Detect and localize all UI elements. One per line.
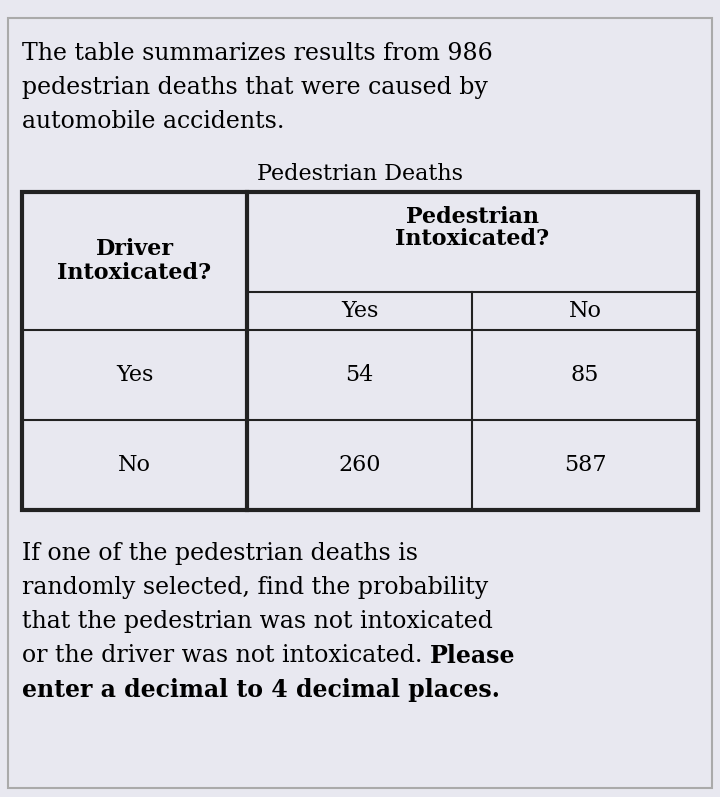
Text: automobile accidents.: automobile accidents. [22,110,284,133]
Text: randomly selected, find the probability: randomly selected, find the probability [22,576,488,599]
Text: Yes: Yes [341,300,378,322]
Text: enter a decimal to 4 decimal places.: enter a decimal to 4 decimal places. [22,678,500,702]
Text: The table summarizes results from 986: The table summarizes results from 986 [22,42,492,65]
Text: pedestrian deaths that were caused by: pedestrian deaths that were caused by [22,76,488,99]
Text: Pedestrian: Pedestrian [406,206,539,228]
Bar [22,192,698,510]
Text: Driver: Driver [96,238,174,260]
Text: Yes: Yes [116,364,153,386]
Text: Intoxicated?: Intoxicated? [395,228,549,250]
Text: that the pedestrian was not intoxicated: that the pedestrian was not intoxicated [22,610,493,633]
Text: 54: 54 [346,364,374,386]
Text: Intoxicated?: Intoxicated? [58,262,212,284]
Text: Please: Please [430,644,516,668]
FancyBboxPatch shape [8,18,712,788]
Text: 587: 587 [564,454,606,476]
Text: or the driver was not intoxicated.: or the driver was not intoxicated. [22,644,430,667]
Text: 260: 260 [338,454,381,476]
Text: 85: 85 [571,364,599,386]
Text: No: No [118,454,151,476]
Text: Pedestrian Deaths: Pedestrian Deaths [257,163,463,185]
Text: If one of the pedestrian deaths is: If one of the pedestrian deaths is [22,542,418,565]
Text: No: No [569,300,601,322]
